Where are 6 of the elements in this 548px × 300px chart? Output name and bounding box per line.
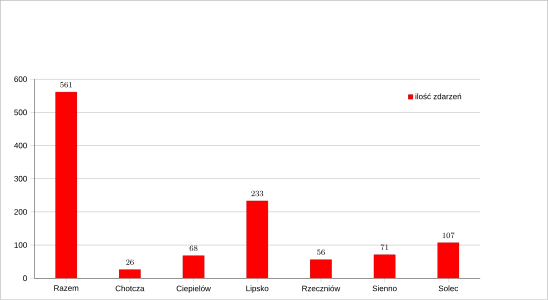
bar: [55, 92, 78, 278]
bar: [437, 242, 460, 278]
bar: [246, 200, 268, 278]
bar: [374, 254, 396, 278]
bar: [310, 260, 332, 278]
bar: [182, 256, 204, 278]
